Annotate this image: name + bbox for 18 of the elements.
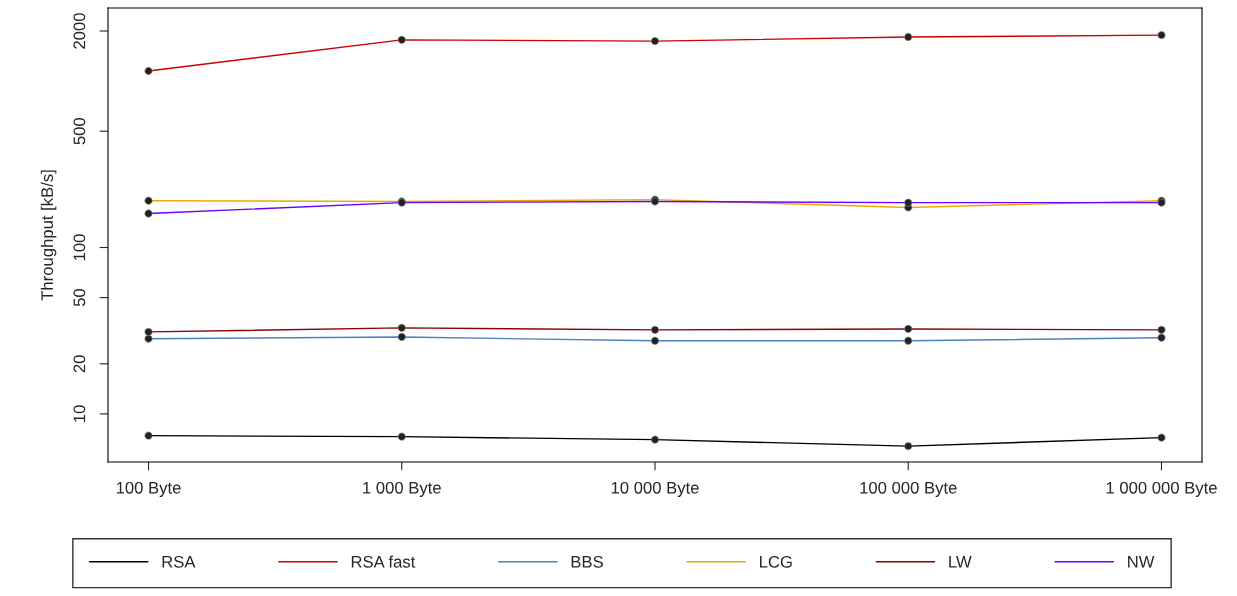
legend-label: RSA fast bbox=[351, 555, 416, 568]
x-tick-label: 1 000 000 Byte bbox=[1106, 481, 1217, 497]
legend-label: RSA bbox=[162, 555, 196, 568]
x-tick-label: 10 000 Byte bbox=[611, 481, 699, 497]
y-tick-label: 10 bbox=[73, 405, 86, 422]
legend-label: LW bbox=[949, 556, 972, 568]
y-tick-label: 20 bbox=[73, 355, 86, 373]
x-tick-label: 100 000 Byte bbox=[860, 481, 957, 497]
y-tick-label: 50 bbox=[73, 288, 86, 307]
x-tick-label: 100 Byte bbox=[116, 481, 181, 497]
y-tick-label: 100 bbox=[73, 234, 86, 261]
legend-label: LCG bbox=[760, 555, 792, 568]
y-axis-title: Throughput [kB/s] bbox=[40, 170, 57, 301]
legend-label: NW bbox=[1128, 556, 1155, 568]
y-tick-label: 500 bbox=[73, 117, 86, 145]
y-tick-label: 2000 bbox=[73, 13, 86, 49]
legend-label: BBS bbox=[571, 555, 603, 568]
x-tick-label: 1 000 Byte bbox=[363, 481, 441, 497]
